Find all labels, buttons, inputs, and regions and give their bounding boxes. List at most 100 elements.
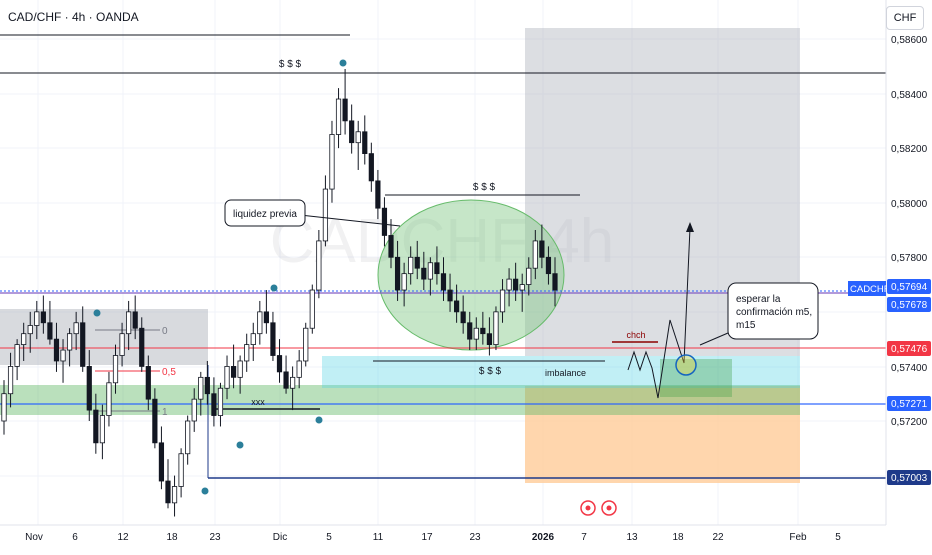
candle-body [93, 409, 99, 444]
symbol-tag[interactable] [848, 281, 886, 296]
callout-right-box[interactable] [727, 282, 819, 340]
candle-body [545, 256, 552, 275]
price-tag-57476[interactable] [887, 341, 931, 356]
candle-body [152, 398, 158, 444]
candle-body [250, 333, 256, 345]
candle-body [73, 322, 79, 335]
price-tag-current[interactable] [887, 279, 931, 294]
candle-body [1, 393, 7, 422]
liquidity-dot [315, 416, 323, 424]
x-tick: 11 [373, 532, 384, 543]
candle-body [414, 256, 420, 269]
event-marker[interactable] [601, 500, 617, 516]
price-tag-57271[interactable] [887, 396, 931, 411]
candle-body [434, 262, 440, 275]
chch-label: chch [626, 330, 645, 340]
candle-body [86, 366, 92, 411]
xxx-label: xxx [251, 397, 265, 407]
callout-left-box[interactable] [224, 199, 306, 227]
candle-body [421, 267, 427, 280]
candle-body [552, 273, 558, 291]
candle-body [362, 131, 368, 154]
candle-body [460, 311, 466, 324]
candle-body [499, 289, 506, 313]
x-tick: 2026 [532, 532, 555, 543]
liquidity-dot [201, 487, 209, 495]
fib-label-05: 0,5 [162, 367, 176, 378]
candle-body [303, 327, 309, 362]
x-tick: 22 [712, 532, 724, 543]
callout-right-line-3: m15 [736, 320, 756, 331]
candle-body [506, 278, 512, 291]
range-ellipse [377, 199, 565, 351]
entry-circle [675, 354, 697, 376]
candle-body [519, 284, 525, 291]
candle-body [394, 256, 401, 291]
liquidity-label-mid: $ $ $ [473, 182, 496, 193]
time-axis[interactable]: Nov 6 12 18 23 Dic 5 11 17 23 2026 7 13 … [0, 524, 886, 550]
candle-body [316, 240, 322, 291]
candle-body [440, 273, 447, 291]
candle-body [198, 376, 204, 400]
event-marker[interactable] [580, 500, 596, 516]
price-tag-current-text: 0,57694 [891, 282, 928, 293]
candle-body [112, 355, 119, 384]
callout-right-line-1: esperar la [736, 294, 781, 305]
symbol-tag-text: CADCHF [850, 284, 890, 295]
candle-body [290, 376, 296, 389]
candle-body [408, 256, 414, 275]
candle-body [27, 325, 33, 335]
candle-body [126, 311, 132, 335]
candle-body [34, 311, 40, 326]
candle-body [132, 311, 138, 329]
y-tick: 0,58000 [891, 199, 928, 210]
candle-body [21, 333, 27, 345]
candle-body [191, 398, 197, 422]
candle-body [165, 480, 171, 504]
x-tick: Dic [273, 532, 287, 543]
candle-body [14, 344, 20, 367]
x-tick: 7 [581, 532, 587, 543]
candles-group [1, 69, 558, 517]
candle-body [335, 98, 342, 135]
candle-body [427, 262, 433, 280]
candle-body [342, 98, 348, 122]
price-tag-57678[interactable] [887, 297, 931, 312]
liquidity-label-low: $ $ $ [479, 366, 502, 377]
x-tick: 13 [626, 532, 638, 543]
projection-arrow [686, 222, 694, 232]
candle-body [185, 420, 191, 455]
candle-body [270, 322, 276, 356]
candle-body [158, 442, 165, 482]
price-tag-57003-text: 0,57003 [891, 473, 928, 484]
price-tag-57003[interactable] [887, 470, 931, 485]
candle-body [106, 382, 112, 416]
candle-body [532, 240, 538, 269]
currency-button[interactable]: CHF [886, 6, 924, 30]
price-axis[interactable]: 0,58600 0,58400 0,58200 0,58000 0,57800 … [848, 0, 932, 525]
candle-body [296, 360, 302, 378]
candle-body [224, 366, 230, 389]
candle-body [60, 349, 66, 362]
demand-zone-green [0, 385, 800, 415]
candle-body [447, 289, 453, 302]
y-tick: 0,58600 [891, 35, 928, 46]
candle-body [368, 153, 374, 182]
candle-body [473, 327, 479, 340]
candle-body [309, 289, 315, 329]
stop-zone-orange [525, 386, 800, 483]
x-tick: Feb [789, 532, 807, 543]
candle-body [211, 393, 217, 416]
x-tick: 5 [835, 532, 841, 543]
candle-body [539, 240, 545, 258]
candle-body [263, 311, 269, 324]
candle-body [257, 311, 263, 335]
imbalance-label: imbalance [545, 368, 586, 378]
candle-body [171, 486, 178, 504]
x-tick: 12 [117, 532, 129, 543]
pair-title[interactable]: CAD/CHF · 4h · OANDA [8, 10, 139, 24]
candle-body [454, 300, 460, 313]
x-tick: 5 [326, 532, 332, 543]
y-tick: 0,57400 [891, 363, 928, 374]
